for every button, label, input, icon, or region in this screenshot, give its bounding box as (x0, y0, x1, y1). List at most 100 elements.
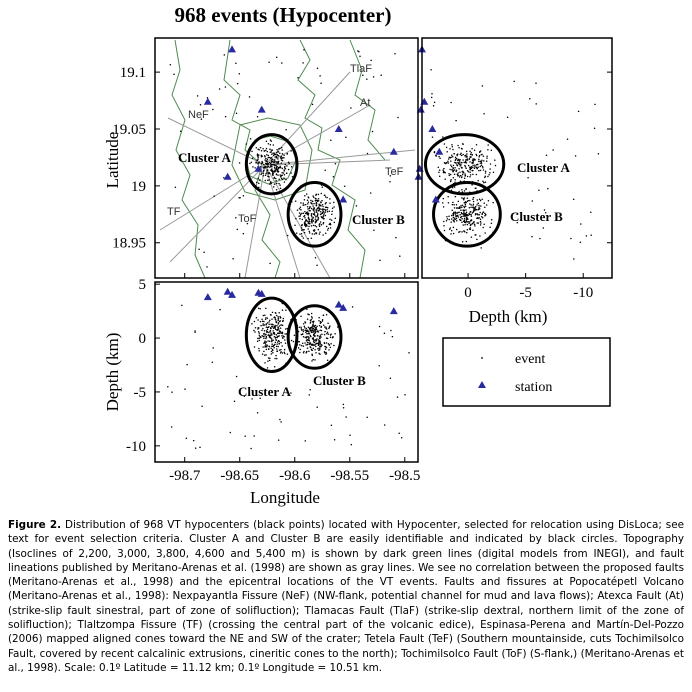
event-dot (570, 237, 572, 240)
event-dot (286, 165, 288, 167)
event-dot (311, 349, 313, 352)
event-dot (304, 212, 307, 215)
y-tick-label: 5 (139, 277, 147, 293)
event-dot (474, 225, 476, 227)
event-dot (531, 200, 534, 202)
event-dot (277, 319, 279, 322)
event-dot (477, 217, 479, 220)
event-dot (326, 332, 328, 335)
event-dot (239, 196, 241, 199)
event-dot (279, 152, 281, 155)
event-dot (328, 344, 331, 346)
event-dot (459, 216, 462, 219)
event-dot (469, 171, 471, 174)
event-dot (270, 170, 273, 172)
event-dot (469, 199, 471, 202)
event-dot (479, 211, 481, 214)
event-dot (276, 325, 278, 327)
event-dot (276, 357, 278, 360)
event-dot (304, 342, 306, 344)
event-dot (470, 165, 473, 168)
event-dot (438, 171, 440, 173)
event-dot (258, 350, 260, 352)
event-dot (194, 330, 196, 332)
event-dot (270, 350, 273, 353)
station (203, 97, 212, 105)
event-dot (274, 153, 277, 156)
event-dot (543, 209, 546, 211)
legend-label: station (515, 380, 552, 395)
event-dot (489, 163, 492, 165)
event-dot (459, 174, 462, 177)
station (334, 300, 343, 308)
event-dot (284, 163, 287, 166)
event-dot (266, 331, 268, 334)
event-dot (305, 219, 308, 222)
event-dot (194, 331, 196, 333)
event-dot (320, 329, 323, 332)
event-dot (324, 232, 327, 235)
station (435, 147, 444, 155)
event-dot (249, 162, 251, 165)
event-dot (481, 165, 484, 168)
event-dot (308, 343, 311, 345)
event-dot (455, 158, 457, 161)
event-dot (258, 182, 260, 185)
event-dot (527, 176, 529, 179)
event-dot (269, 143, 272, 146)
event-dot (475, 166, 478, 169)
event-dot (463, 177, 466, 179)
event-dot (313, 329, 316, 331)
event-dot (319, 329, 321, 332)
event-dot (383, 332, 386, 334)
event-dot (271, 348, 274, 351)
event-dot (469, 168, 471, 170)
event-dot (481, 213, 483, 216)
event-dot (262, 346, 264, 348)
event-dot (268, 331, 270, 334)
event-dot (470, 219, 473, 222)
event-dot (259, 397, 261, 399)
event-dot (311, 324, 314, 326)
event-dot (301, 342, 304, 345)
event-dot (258, 327, 260, 329)
event-dot (476, 238, 478, 241)
event-dot (461, 240, 464, 243)
cluster-label: Cluster B (352, 212, 405, 227)
event-dot (469, 174, 472, 176)
event-dot (450, 214, 453, 217)
event-dot (542, 227, 545, 229)
event-dot (480, 215, 483, 218)
event-dot (322, 223, 324, 225)
event-dot (259, 146, 262, 149)
event-dot (311, 317, 313, 319)
event-dot (373, 229, 375, 232)
event-dot (458, 218, 461, 221)
event-dot (256, 154, 259, 157)
event-dot (320, 201, 322, 203)
event-dot (466, 229, 469, 231)
event-dot (463, 214, 466, 217)
event-dot (443, 143, 446, 145)
event-dot (319, 75, 321, 77)
cluster-label: Cluster B (510, 209, 563, 224)
event-dot (472, 200, 475, 203)
event-dot (317, 193, 320, 196)
event-dot (271, 323, 274, 326)
event-dot (477, 202, 479, 205)
event-dot (303, 199, 306, 201)
event-dot (442, 136, 444, 138)
event-dot (466, 159, 469, 161)
event-dot (275, 320, 278, 323)
event-dot (455, 228, 458, 231)
event-dot (285, 309, 287, 311)
event-dot (219, 308, 221, 311)
event-dot (174, 186, 177, 189)
event-dot (320, 82, 322, 84)
event-dot (312, 208, 314, 211)
event-dot (459, 161, 461, 163)
event-dot (273, 346, 275, 349)
event-dot (333, 206, 335, 208)
event-dot (470, 167, 473, 169)
event-dot (252, 166, 254, 168)
